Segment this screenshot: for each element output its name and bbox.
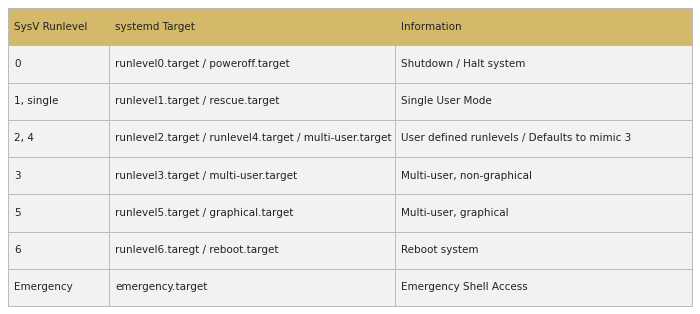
Bar bbox=[395, 8, 692, 45]
Bar bbox=[8, 8, 109, 45]
Bar bbox=[109, 157, 395, 194]
Bar bbox=[109, 269, 395, 306]
Text: Information: Information bbox=[401, 22, 462, 32]
Bar bbox=[8, 269, 109, 306]
Text: runlevel2.target / runlevel4.target / multi-user.target: runlevel2.target / runlevel4.target / mu… bbox=[116, 133, 392, 143]
Bar bbox=[109, 45, 395, 83]
Bar bbox=[109, 231, 395, 269]
Text: runlevel0.target / poweroff.target: runlevel0.target / poweroff.target bbox=[116, 59, 290, 69]
Text: SysV Runlevel: SysV Runlevel bbox=[14, 22, 88, 32]
Bar bbox=[8, 120, 109, 157]
Bar bbox=[109, 194, 395, 231]
Text: 5: 5 bbox=[14, 208, 20, 218]
Text: 6: 6 bbox=[14, 245, 20, 255]
Text: 1, single: 1, single bbox=[14, 96, 58, 106]
Text: Multi-user, graphical: Multi-user, graphical bbox=[401, 208, 509, 218]
Bar bbox=[395, 269, 692, 306]
Bar bbox=[8, 231, 109, 269]
Bar bbox=[395, 120, 692, 157]
Text: Reboot system: Reboot system bbox=[401, 245, 479, 255]
Bar bbox=[109, 83, 395, 120]
Text: 2, 4: 2, 4 bbox=[14, 133, 34, 143]
Text: emergency.target: emergency.target bbox=[116, 282, 208, 292]
Bar bbox=[8, 194, 109, 231]
Bar bbox=[395, 194, 692, 231]
Text: runlevel1.target / rescue.target: runlevel1.target / rescue.target bbox=[116, 96, 279, 106]
Text: Emergency: Emergency bbox=[14, 282, 73, 292]
Text: 3: 3 bbox=[14, 171, 20, 181]
Text: runlevel5.target / graphical.target: runlevel5.target / graphical.target bbox=[116, 208, 293, 218]
Text: Emergency Shell Access: Emergency Shell Access bbox=[401, 282, 528, 292]
Text: 0: 0 bbox=[14, 59, 20, 69]
Text: runlevel3.target / multi-user.target: runlevel3.target / multi-user.target bbox=[116, 171, 298, 181]
Bar bbox=[8, 83, 109, 120]
Bar bbox=[395, 231, 692, 269]
Text: systemd Target: systemd Target bbox=[116, 22, 195, 32]
Text: runlevel6.taregt / reboot.target: runlevel6.taregt / reboot.target bbox=[116, 245, 279, 255]
Bar bbox=[395, 45, 692, 83]
Bar bbox=[395, 83, 692, 120]
Bar bbox=[8, 45, 109, 83]
Text: Shutdown / Halt system: Shutdown / Halt system bbox=[401, 59, 526, 69]
Bar bbox=[395, 157, 692, 194]
Bar bbox=[8, 157, 109, 194]
Text: Multi-user, non-graphical: Multi-user, non-graphical bbox=[401, 171, 532, 181]
Bar bbox=[109, 120, 395, 157]
Text: Single User Mode: Single User Mode bbox=[401, 96, 492, 106]
Bar bbox=[109, 8, 395, 45]
Text: User defined runlevels / Defaults to mimic 3: User defined runlevels / Defaults to mim… bbox=[401, 133, 631, 143]
